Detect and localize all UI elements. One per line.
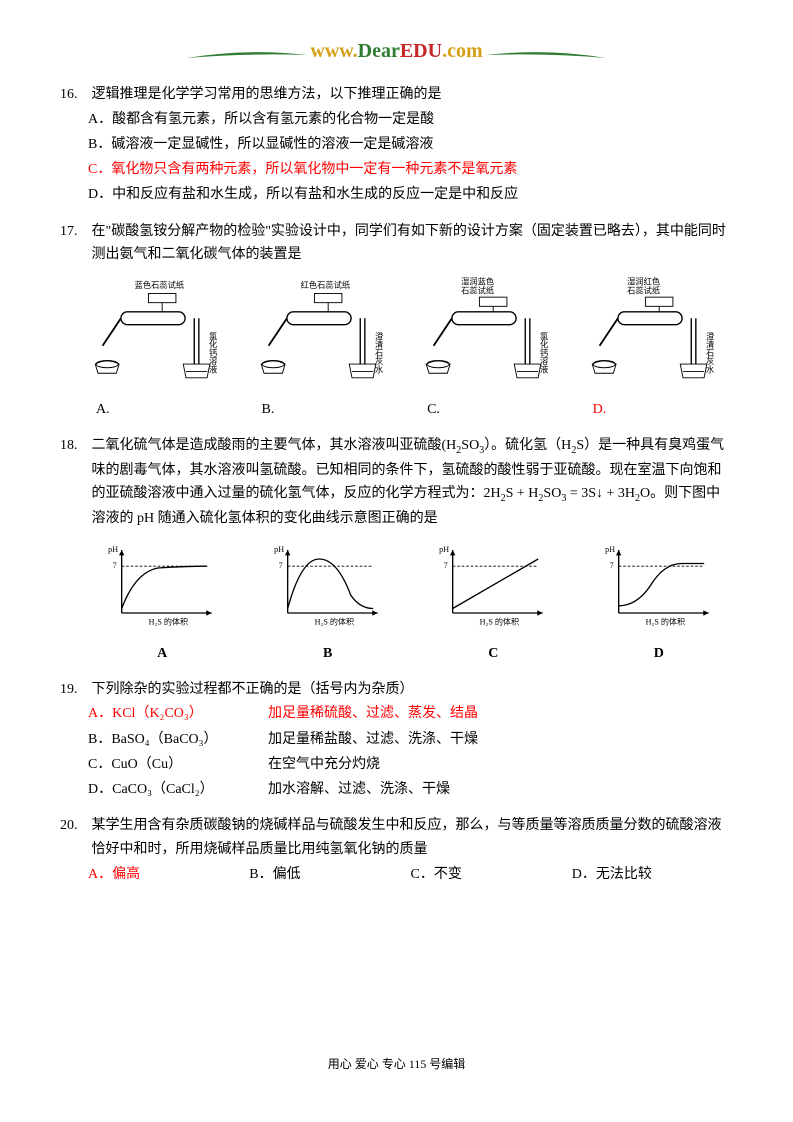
q18-stem: 二氧化硫气体是造成酸雨的主要气体，其水溶液叫亚硫酸(H2SO3）。硫化氢（H2S…	[92, 434, 733, 531]
svg-text:H₂S 的体积: H₂S 的体积	[480, 617, 519, 627]
q18-label-a: A	[88, 642, 236, 666]
q18-graph-c: pH 7 H₂S 的体积 C	[419, 541, 567, 666]
site-logo: www.DearEDU.com	[60, 40, 733, 63]
q18-graph-d: pH 7 H₂S 的体积 D	[585, 541, 733, 666]
svg-text:pH: pH	[439, 545, 449, 554]
svg-text:澄清石灰水: 澄清石灰水	[374, 331, 383, 373]
svg-text:湿润蓝色: 湿润蓝色	[461, 277, 494, 286]
paper-label: 蓝色石蕊试纸	[135, 280, 185, 290]
q20-option-b: B．偏低	[249, 862, 410, 887]
q19-option-a: A．KCl（K₂CO₃） 加足量稀硫酸、过滤、蒸发、结晶	[60, 701, 733, 726]
question-19: 19. 下列除杂的实验过程都不正确的是（括号内为杂质） A．KCl（K₂CO₃）…	[60, 678, 733, 803]
q19-number: 19.	[60, 678, 88, 702]
q20-option-a: A．偏高	[88, 862, 249, 887]
svg-text:湿润红色: 湿润红色	[627, 277, 660, 286]
logo-edu: EDU	[400, 40, 442, 62]
question-20: 20. 某学生用含有杂质碳酸钠的烧碱样品与硫酸发生中和反应，那么，与等质量等溶质…	[60, 814, 733, 887]
q19-option-c: C．CuO（Cu） 在空气中充分灼烧	[60, 752, 733, 777]
q18-graph-a: pH 7 H₂S 的体积 A	[88, 541, 236, 666]
liquid-label: 氯化钙溶液	[208, 331, 217, 374]
q19-stem: 下列除杂的实验过程都不正确的是（括号内为杂质）	[92, 678, 733, 702]
q20-options: A．偏高 B．偏低 C．不变 D．无法比较	[60, 862, 733, 887]
q17-diagram-c: 湿润蓝色 石蕊试纸 氯化钙溶液 C.	[419, 277, 567, 422]
svg-text:H₂S 的体积: H₂S 的体积	[314, 617, 353, 627]
q16-option-a: A．酸都含有氢元素，所以含有氢元素的化合物一定是酸	[60, 107, 733, 132]
q19-c-right: 在空气中充分灼烧	[268, 752, 733, 777]
q17-number: 17.	[60, 220, 88, 244]
q17-label-b: B.	[254, 398, 402, 422]
q18-label-d: D	[585, 642, 733, 666]
q19-a-right: 加足量稀硫酸、过滤、蒸发、结晶	[268, 701, 733, 726]
swoosh-left-icon	[187, 49, 307, 59]
q16-stem: 逻辑推理是化学学习常用的思维方法，以下推理正确的是	[92, 83, 733, 107]
swoosh-right-icon	[486, 49, 606, 59]
q19-b-left: B．BaSO₄（BaCO₃）	[88, 727, 268, 752]
logo-www: www.	[310, 40, 357, 62]
q16-option-c: C．氧化物只含有两种元素，所以氧化物中一定有一种元素不是氧元素	[60, 157, 733, 182]
q17-diagram-d: 湿润红色 石蕊试纸 澄清石灰水 D.	[585, 277, 733, 422]
svg-text:石蕊试纸: 石蕊试纸	[461, 286, 494, 296]
q19-d-right: 加水溶解、过滤、洗涤、干燥	[268, 777, 733, 802]
q17-diagram-b: 红色石蕊试纸 澄清石灰水 B.	[254, 277, 402, 422]
q17-stem: 在"碳酸氢铵分解产物的检验"实验设计中，同学们有如下新的设计方案（固定装置已略去…	[92, 220, 733, 268]
q20-number: 20.	[60, 814, 88, 838]
q17-label-a: A.	[88, 398, 236, 422]
question-18: 18. 二氧化硫气体是造成酸雨的主要气体，其水溶液叫亚硫酸(H2SO3）。硫化氢…	[60, 434, 733, 666]
q20-stem: 某学生用含有杂质碳酸钠的烧碱样品与硫酸发生中和反应，那么，与等质量等溶质质量分数…	[92, 814, 733, 862]
q18-graphs: pH 7 H₂S 的体积 A pH 7 H₂S 的体积 B	[88, 541, 733, 666]
q17-label-c: C.	[419, 398, 567, 422]
svg-text:H₂S 的体积: H₂S 的体积	[645, 617, 684, 627]
svg-text:红色石蕊试纸: 红色石蕊试纸	[300, 280, 350, 290]
svg-text:7: 7	[444, 561, 448, 570]
logo-com: .com	[442, 40, 483, 62]
q20-option-c: C．不变	[411, 862, 572, 887]
svg-text:7: 7	[609, 561, 613, 570]
q16-option-d: D．中和反应有盐和水生成，所以有盐和水生成的反应一定是中和反应	[60, 182, 733, 207]
q17-diagram-a: 蓝色石蕊试纸 氯化钙溶液 A.	[88, 277, 236, 422]
question-16: 16. 逻辑推理是化学学习常用的思维方法，以下推理正确的是 A．酸都含有氢元素，…	[60, 83, 733, 208]
svg-text:pH: pH	[274, 545, 284, 554]
q16-number: 16.	[60, 83, 88, 107]
q18-label-c: C	[419, 642, 567, 666]
svg-text:7: 7	[113, 561, 117, 570]
q20-option-d: D．无法比较	[572, 862, 733, 887]
q18-graph-b: pH 7 H₂S 的体积 B	[254, 541, 402, 666]
q18-label-b: B	[254, 642, 402, 666]
q19-d-left: D．CaCO₃（CaCl₂）	[88, 777, 268, 802]
q19-option-d: D．CaCO₃（CaCl₂） 加水溶解、过滤、洗涤、干燥	[60, 777, 733, 802]
svg-text:7: 7	[278, 561, 282, 570]
svg-text:pH: pH	[605, 545, 615, 554]
q17-diagrams: 蓝色石蕊试纸 氯化钙溶液 A. 红色石蕊试纸	[88, 277, 733, 422]
q18-number: 18.	[60, 434, 88, 458]
q19-a-left: A．KCl（K₂CO₃）	[88, 701, 268, 726]
page-footer: 用心 爱心 专心 115 号编辑	[0, 1055, 793, 1072]
svg-text:pH: pH	[108, 545, 118, 554]
q19-b-right: 加足量稀盐酸、过滤、洗涤、干燥	[268, 727, 733, 752]
logo-dear: Dear	[358, 40, 400, 62]
question-17: 17. 在"碳酸氢铵分解产物的检验"实验设计中，同学们有如下新的设计方案（固定装…	[60, 220, 733, 422]
q16-option-b: B．碱溶液一定显碱性，所以显碱性的溶液一定是碱溶液	[60, 132, 733, 157]
svg-text:石蕊试纸: 石蕊试纸	[627, 286, 660, 296]
svg-text:H₂S 的体积: H₂S 的体积	[149, 617, 188, 627]
q17-label-d: D.	[585, 398, 733, 422]
q19-option-b: B．BaSO₄（BaCO₃） 加足量稀盐酸、过滤、洗涤、干燥	[60, 727, 733, 752]
q19-c-left: C．CuO（Cu）	[88, 752, 268, 777]
svg-text:澄清石灰水: 澄清石灰水	[705, 331, 714, 373]
svg-text:氯化钙溶液: 氯化钙溶液	[539, 331, 548, 374]
